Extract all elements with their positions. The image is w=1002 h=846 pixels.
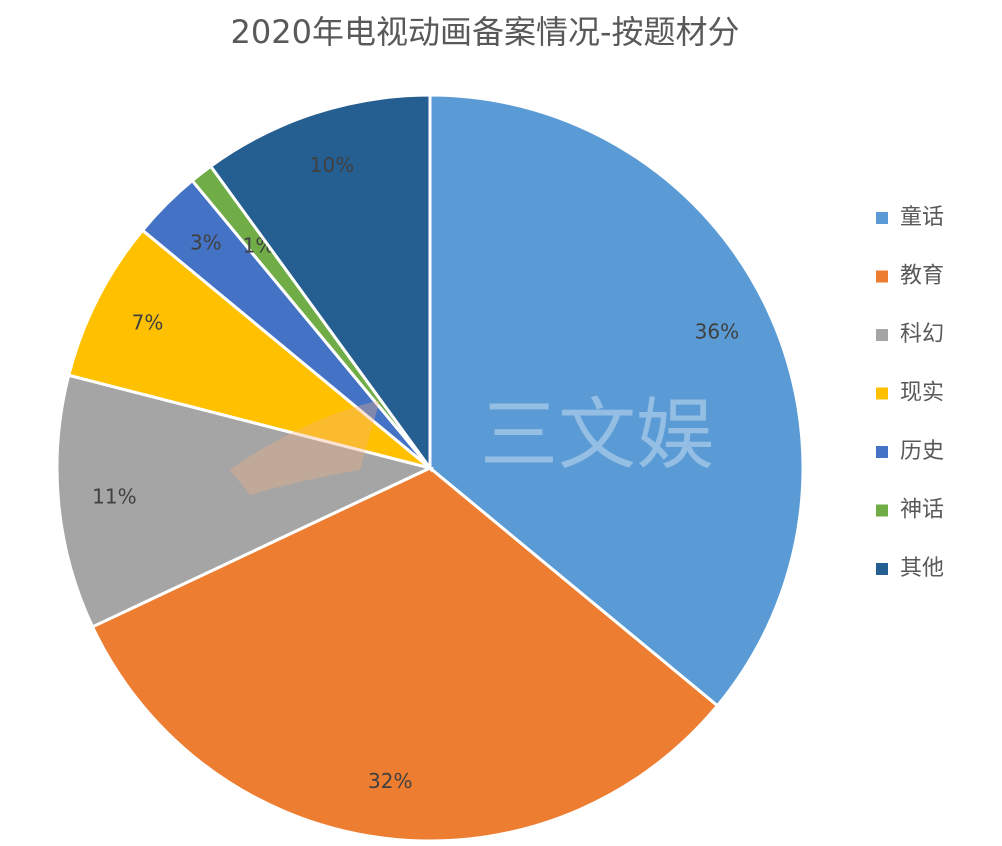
legend-label: 历史 bbox=[900, 439, 944, 464]
legend-swatch bbox=[876, 329, 888, 341]
pie-slice bbox=[66, 228, 431, 470]
legend-swatch bbox=[876, 212, 888, 224]
chart-title: 2020年电视动画备案情况-按题材分 bbox=[231, 13, 740, 51]
data-label: 7% bbox=[132, 311, 164, 335]
legend-label: 童话 bbox=[900, 205, 944, 230]
watermark-text: 三文娱 bbox=[480, 390, 714, 480]
legend-label: 现实 bbox=[900, 381, 944, 406]
watermark: 三文娱 bbox=[230, 390, 714, 495]
legend-swatch bbox=[876, 270, 888, 283]
pie-slice bbox=[55, 373, 435, 629]
data-label: 3% bbox=[190, 230, 222, 254]
pie: 36%32%11%7%3% 1%10% bbox=[55, 93, 805, 843]
legend-label: 其他 bbox=[900, 556, 944, 581]
watermark-logo bbox=[230, 400, 380, 495]
legend-swatch bbox=[876, 387, 888, 400]
pie-slice bbox=[208, 93, 432, 473]
legend-label: 教育 bbox=[900, 264, 944, 289]
pie-slice bbox=[428, 93, 805, 708]
legend-label: 神话 bbox=[900, 498, 944, 523]
data-label: 32% bbox=[368, 769, 412, 793]
data-label: 11% bbox=[92, 484, 136, 508]
legend-swatch bbox=[876, 446, 888, 458]
data-label: 36% bbox=[695, 320, 739, 344]
legend-swatch bbox=[876, 504, 888, 517]
legend-swatch bbox=[876, 563, 888, 575]
pie-slice bbox=[90, 466, 720, 843]
legend-label: 科幻 bbox=[900, 322, 944, 347]
data-label: 10% bbox=[310, 153, 354, 177]
